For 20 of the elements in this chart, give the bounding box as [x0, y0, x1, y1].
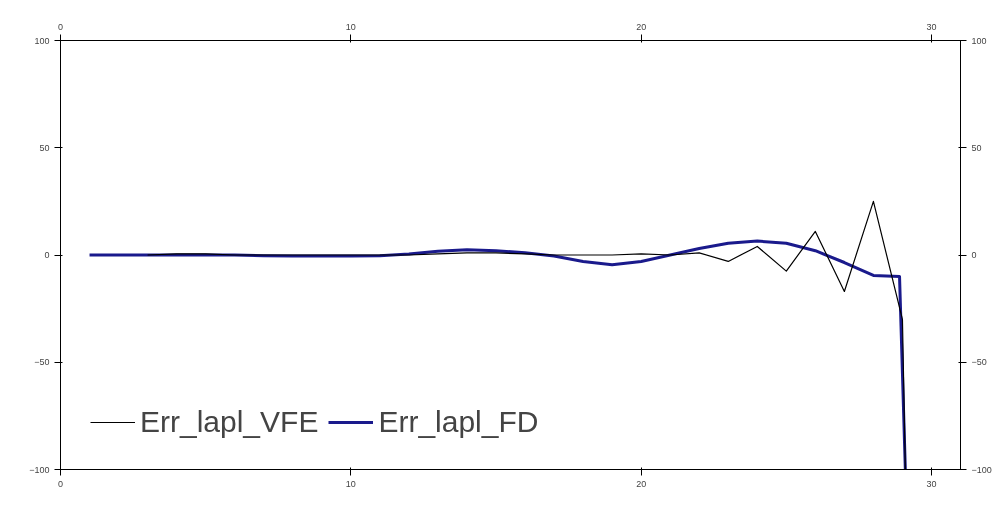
y2-tick-label: 0 [971, 250, 977, 260]
x2-tick-label: 30 [926, 21, 937, 32]
x2-tick-label: 0 [58, 21, 64, 32]
y-tick-label: 50 [39, 142, 50, 153]
y-tick-label: −100 [29, 464, 50, 475]
y-tick-label: 100 [34, 35, 50, 46]
y2-tick-label: −100 [971, 464, 992, 475]
legend-label: Err_lapl_FD [378, 405, 539, 439]
x-tick-label: 20 [636, 478, 647, 489]
y2-tick-label: 100 [971, 35, 987, 46]
y2-tick-label: 50 [971, 142, 982, 153]
y-tick-label: −50 [34, 357, 50, 368]
x-tick-label: 0 [58, 478, 64, 489]
y-tick-label: 0 [44, 250, 50, 260]
y2-tick-label: −50 [971, 357, 987, 368]
x2-tick-label: 10 [345, 21, 356, 32]
x-tick-label: 30 [926, 478, 937, 489]
x2-tick-label: 20 [636, 21, 647, 32]
legend-label: Err_lapl_VFE [140, 405, 319, 439]
x-tick-label: 10 [345, 478, 356, 489]
